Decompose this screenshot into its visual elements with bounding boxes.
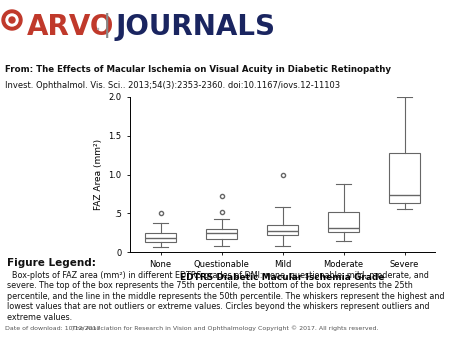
Text: The Association for Research in Vision and Ophthalmology Copyright © 2017. All r: The Association for Research in Vision a… <box>72 325 378 331</box>
Circle shape <box>2 10 22 30</box>
Text: JOURNALS: JOURNALS <box>116 13 276 41</box>
PathPatch shape <box>145 233 176 242</box>
Text: Figure Legend:: Figure Legend: <box>7 258 96 268</box>
PathPatch shape <box>206 229 237 239</box>
Circle shape <box>6 14 18 26</box>
PathPatch shape <box>267 225 298 235</box>
Text: Invest. Ophthalmol. Vis. Sci.. 2013;54(3):2353-2360. doi:10.1167/iovs.12-11103: Invest. Ophthalmol. Vis. Sci.. 2013;54(3… <box>5 81 340 90</box>
Text: |: | <box>103 13 112 38</box>
X-axis label: EDTRS Diabetic Macular Ischemia Grade: EDTRS Diabetic Macular Ischemia Grade <box>180 273 385 283</box>
Text: .: . <box>95 15 101 34</box>
Text: ARVO: ARVO <box>27 13 114 41</box>
PathPatch shape <box>328 212 359 232</box>
Text: From: The Effects of Macular Ischemia on Visual Acuity in Diabetic Retinopathy: From: The Effects of Macular Ischemia on… <box>5 65 391 74</box>
Circle shape <box>9 17 15 23</box>
Y-axis label: FAZ Area (mm²): FAZ Area (mm²) <box>94 139 103 210</box>
PathPatch shape <box>389 153 420 203</box>
Text: Box-plots of FAZ area (mm²) in different EDTRS grades of DMI: none, questionable: Box-plots of FAZ area (mm²) in different… <box>7 271 445 321</box>
Text: Date of download: 10/12/2017: Date of download: 10/12/2017 <box>5 325 100 330</box>
